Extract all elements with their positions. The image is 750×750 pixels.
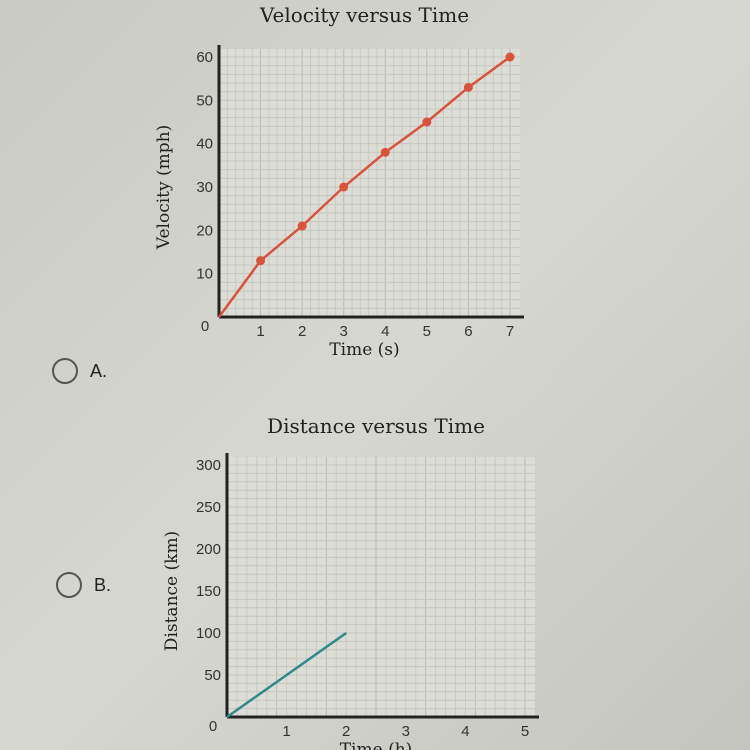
data-point: [505, 52, 515, 62]
chart-title: Velocity versus Time: [259, 3, 469, 27]
data-line: [217, 55, 511, 318]
y-tick-label: 50: [196, 92, 213, 109]
x-tick-label: 3: [402, 723, 410, 740]
y-tick-label: 50: [204, 667, 221, 684]
x-tick-label: 4: [381, 323, 389, 340]
x-tick-label: 3: [340, 323, 348, 340]
y-tick-label: 20: [196, 222, 213, 239]
data-point: [297, 221, 307, 231]
x-tick-label: 1: [256, 323, 264, 340]
chart-distance-vs-time: Distance versus Time 1 2 3 4 5 50 100 150 200 250 3…: [162, 414, 539, 750]
x-tick-label: 2: [342, 723, 350, 740]
x-tick-label: 5: [521, 723, 529, 740]
data-point: [463, 82, 473, 92]
option-a-label: A.: [90, 360, 108, 381]
origin-label: 0: [209, 718, 217, 735]
data-point: [256, 256, 266, 266]
y-tick-label: 60: [196, 49, 213, 66]
plot-area: [227, 457, 535, 717]
y-tick-label: 10: [196, 266, 213, 283]
data-point: [422, 117, 432, 127]
y-tick-label: 300: [196, 457, 221, 474]
x-axis-label: Time (s): [329, 340, 399, 360]
y-tick-label: 150: [196, 583, 221, 600]
radio-button-a[interactable]: [52, 358, 78, 384]
y-axis-label: Velocity (mph): [154, 125, 174, 250]
x-tick-label: 1: [282, 723, 290, 740]
x-axis-label: Time (h): [340, 740, 413, 750]
chart-velocity-vs-time: Velocity versus Time 1 2 3 4 5 6 7 10 20 30 40 50 60 0…: [154, 3, 524, 360]
data-point: [339, 182, 349, 192]
radio-button-b[interactable]: [56, 572, 82, 598]
x-tick-label: 7: [506, 323, 514, 340]
data-point: [380, 147, 390, 157]
option-b-label: B.: [94, 574, 112, 595]
option-a[interactable]: A.: [52, 358, 107, 384]
plot-area: [219, 49, 520, 317]
x-tick-label: 5: [423, 323, 431, 340]
data-line: [226, 631, 347, 719]
x-tick-label: 4: [461, 723, 469, 740]
x-tick-label: 2: [298, 323, 306, 340]
y-tick-label: 40: [196, 136, 213, 153]
x-tick-label: 6: [464, 323, 472, 340]
option-b[interactable]: B.: [56, 572, 111, 598]
y-tick-label: 30: [196, 179, 213, 196]
y-tick-label: 200: [196, 541, 221, 558]
origin-label: 0: [201, 318, 209, 335]
y-tick-label: 250: [196, 499, 221, 516]
y-tick-label: 100: [196, 625, 221, 642]
y-axis-label: Distance (km): [162, 531, 182, 651]
chart-title: Distance versus Time: [267, 414, 485, 438]
